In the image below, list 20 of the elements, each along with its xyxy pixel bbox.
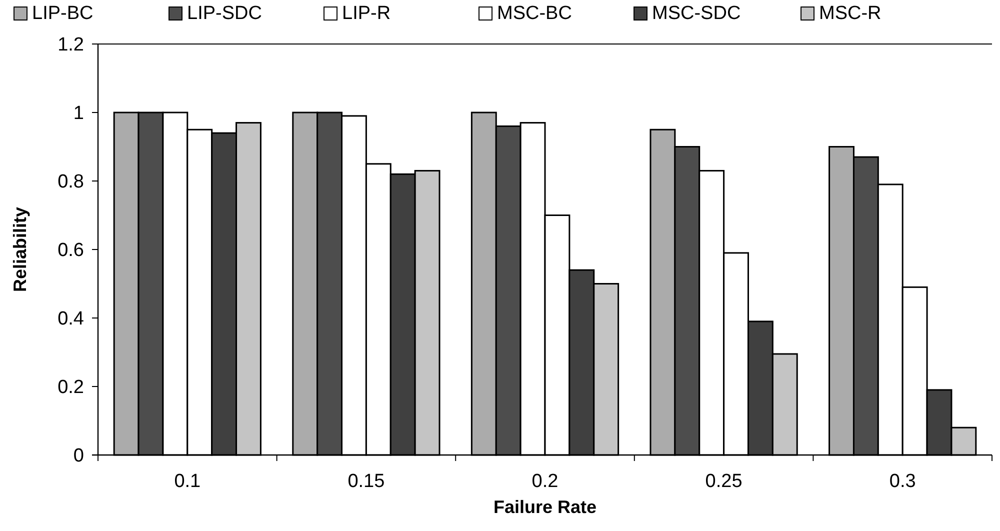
x-tick-label: 0.3 (889, 471, 916, 492)
x-axis-title: Failure Rate (493, 497, 597, 517)
y-axis-title: Reliability (10, 206, 30, 292)
legend-label: MSC-R (819, 3, 882, 24)
x-tick-label: 0.15 (348, 471, 385, 492)
x-tick-label: 0.25 (705, 471, 742, 492)
legend-label: MSC-BC (497, 3, 572, 24)
legend-label: LIP-BC (32, 3, 94, 24)
legend-label: LIP-R (342, 3, 391, 24)
legend-label: LIP-SDC (187, 3, 262, 24)
y-tick-label: 0.6 (58, 240, 84, 262)
y-tick-label: 1 (73, 103, 84, 124)
y-tick-label: 0.4 (58, 308, 84, 330)
y-tick-label: 1.2 (58, 34, 84, 56)
x-tick-label: 0.2 (532, 471, 558, 492)
x-tick-label: 0.1 (174, 471, 201, 492)
y-tick-label: 0 (73, 446, 84, 467)
y-tick-label: 0.2 (58, 377, 84, 398)
y-tick-label: 0.8 (58, 172, 84, 193)
legend-label: MSC-SDC (652, 3, 741, 24)
